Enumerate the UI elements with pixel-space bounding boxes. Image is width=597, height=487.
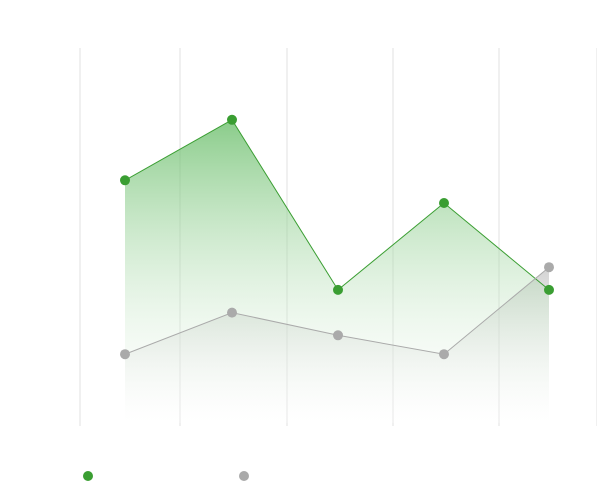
series-0-point-0[interactable] [120, 175, 130, 186]
series-1-point-3[interactable] [439, 349, 449, 360]
series-0-point-1[interactable] [227, 114, 237, 125]
legend [83, 471, 249, 481]
series-0-point-3[interactable] [439, 198, 449, 208]
legend-item-0[interactable] [83, 471, 93, 481]
legend-marker-1 [239, 471, 249, 481]
legend-marker-0 [83, 471, 93, 481]
series-1-point-2[interactable] [333, 330, 343, 341]
legend-item-1[interactable] [239, 471, 249, 481]
series-points [120, 114, 554, 360]
series-1-point-4[interactable] [544, 262, 554, 273]
series-0-point-2[interactable] [333, 284, 343, 295]
series-0-point-4[interactable] [544, 284, 554, 295]
series-1-point-0[interactable] [120, 349, 130, 360]
series-0-area [125, 119, 549, 424]
series-areas [125, 119, 549, 424]
series-1-point-1[interactable] [227, 307, 237, 318]
